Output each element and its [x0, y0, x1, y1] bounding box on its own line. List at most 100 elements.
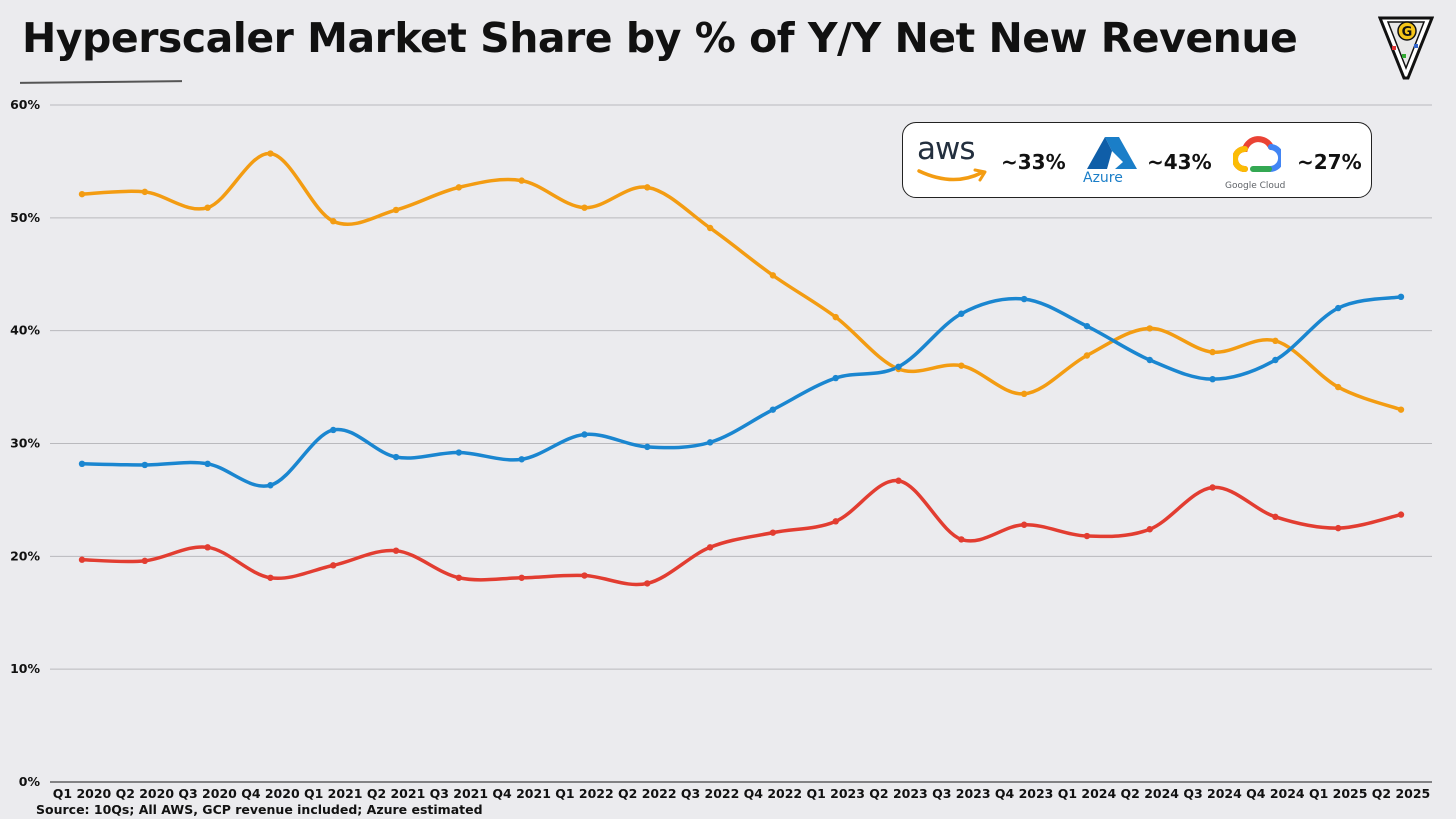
legend-value-google-cloud: ~27% [1297, 150, 1362, 174]
data-point-azure [1272, 356, 1279, 364]
legend-box: aws ~33% Azure ~43% Google Cloud ~27% [902, 122, 1372, 198]
data-point-aws [1146, 325, 1153, 332]
y-tick-label: 0% [19, 774, 41, 789]
data-point-google [706, 544, 714, 551]
data-point-aws [141, 188, 149, 196]
data-point-azure [267, 482, 274, 489]
x-tick-label: Q4 2024 [1246, 786, 1305, 801]
x-tick-label: Q2 2025 [1372, 786, 1430, 801]
x-tick-label: Q1 2020 [53, 786, 112, 801]
data-point-aws [455, 184, 463, 191]
data-point-google [769, 529, 777, 536]
y-tick-label: 50% [10, 210, 40, 225]
channel-logo-icon: G [1378, 16, 1434, 80]
x-tick-label: Q2 2020 [116, 786, 175, 801]
data-point-google [204, 544, 211, 551]
aws-smile-icon [917, 168, 987, 182]
x-tick-label: Q3 2022 [681, 786, 739, 801]
legend-item-azure: Azure ~43% [1073, 123, 1223, 199]
data-point-google [644, 580, 651, 587]
data-point-google [518, 574, 525, 581]
data-point-aws [706, 224, 714, 232]
data-point-azure [581, 431, 588, 438]
data-point-azure [1020, 295, 1028, 303]
data-point-google [958, 536, 965, 543]
data-point-google [1334, 524, 1342, 532]
data-point-google [581, 572, 588, 579]
legend-value-aws: ~33% [1001, 150, 1066, 174]
data-point-azure [1334, 304, 1342, 312]
data-point-aws [1020, 390, 1028, 398]
series-line-aws [80, 151, 1403, 412]
data-point-google [1020, 521, 1028, 528]
data-point-azure [518, 456, 525, 463]
data-point-azure [644, 443, 651, 451]
data-point-aws [581, 204, 588, 211]
x-tick-label: Q2 2021 [367, 786, 425, 801]
data-point-azure [769, 406, 777, 413]
chart-title: Hyperscaler Market Share by % of Y/Y Net… [22, 14, 1298, 62]
data-point-google [78, 556, 86, 563]
data-point-google [895, 477, 902, 484]
y-tick-label: 40% [10, 323, 40, 338]
data-point-azure [78, 460, 86, 468]
data-point-aws [392, 206, 400, 214]
x-tick-label: Q4 2020 [241, 786, 300, 801]
data-point-azure [958, 310, 965, 317]
x-tick-label: Q4 2023 [995, 786, 1053, 801]
x-tick-label: Q1 2021 [304, 786, 362, 801]
data-point-google [1083, 532, 1091, 540]
x-tick-label: Q3 2020 [178, 786, 237, 801]
google-cloud-wordmark: Google Cloud [1225, 181, 1286, 191]
data-point-aws [518, 177, 525, 184]
data-point-azure [832, 374, 839, 382]
y-tick-label: 10% [10, 661, 40, 676]
svg-text:G: G [1402, 25, 1413, 40]
x-tick-label: Q3 2021 [430, 786, 488, 801]
data-point-aws [1083, 352, 1091, 359]
data-point-azure [1146, 356, 1153, 364]
data-point-google [330, 562, 337, 569]
y-tick-label: 30% [10, 436, 40, 451]
data-point-aws [78, 190, 86, 198]
data-point-azure [330, 426, 337, 434]
data-point-aws [769, 272, 777, 279]
data-point-google [832, 518, 839, 525]
x-tick-label: Q3 2023 [932, 786, 990, 801]
x-tick-label: Q2 2023 [869, 786, 927, 801]
data-point-aws [330, 218, 337, 225]
data-point-google [392, 547, 400, 554]
google-cloud-logo-icon [1233, 136, 1281, 173]
x-tick-label: Q3 2024 [1183, 786, 1242, 801]
data-point-aws [1272, 337, 1279, 345]
y-tick-label: 20% [10, 548, 40, 563]
data-point-azure [204, 460, 211, 468]
data-point-azure [1083, 322, 1091, 330]
x-tick-label: Q1 2022 [555, 786, 613, 801]
aws-logo-icon: aws [917, 131, 976, 167]
data-point-azure [392, 453, 400, 461]
data-point-google [1397, 511, 1405, 518]
data-point-google [1209, 484, 1216, 491]
data-point-azure [1209, 375, 1216, 383]
source-note: Source: 10Qs; All AWS, GCP revenue inclu… [36, 802, 483, 817]
x-tick-label: Q1 2024 [1058, 786, 1117, 801]
x-tick-label: Q2 2022 [618, 786, 676, 801]
x-tick-label: Q1 2025 [1309, 786, 1367, 801]
data-point-google [141, 557, 149, 565]
data-point-aws [958, 362, 965, 369]
data-point-google [1146, 526, 1153, 533]
data-point-aws [1397, 406, 1405, 413]
x-tick-label: Q2 2024 [1121, 786, 1180, 801]
data-point-google [267, 574, 274, 581]
x-tick-label: Q4 2021 [492, 786, 550, 801]
data-point-aws [644, 184, 651, 191]
data-point-aws [832, 313, 839, 321]
legend-item-aws: aws ~33% [903, 123, 1066, 199]
data-point-aws [1209, 348, 1216, 356]
x-tick-label: Q4 2022 [744, 786, 802, 801]
data-point-azure [141, 461, 149, 469]
azure-logo-icon [1087, 137, 1137, 169]
data-point-azure [895, 363, 902, 370]
